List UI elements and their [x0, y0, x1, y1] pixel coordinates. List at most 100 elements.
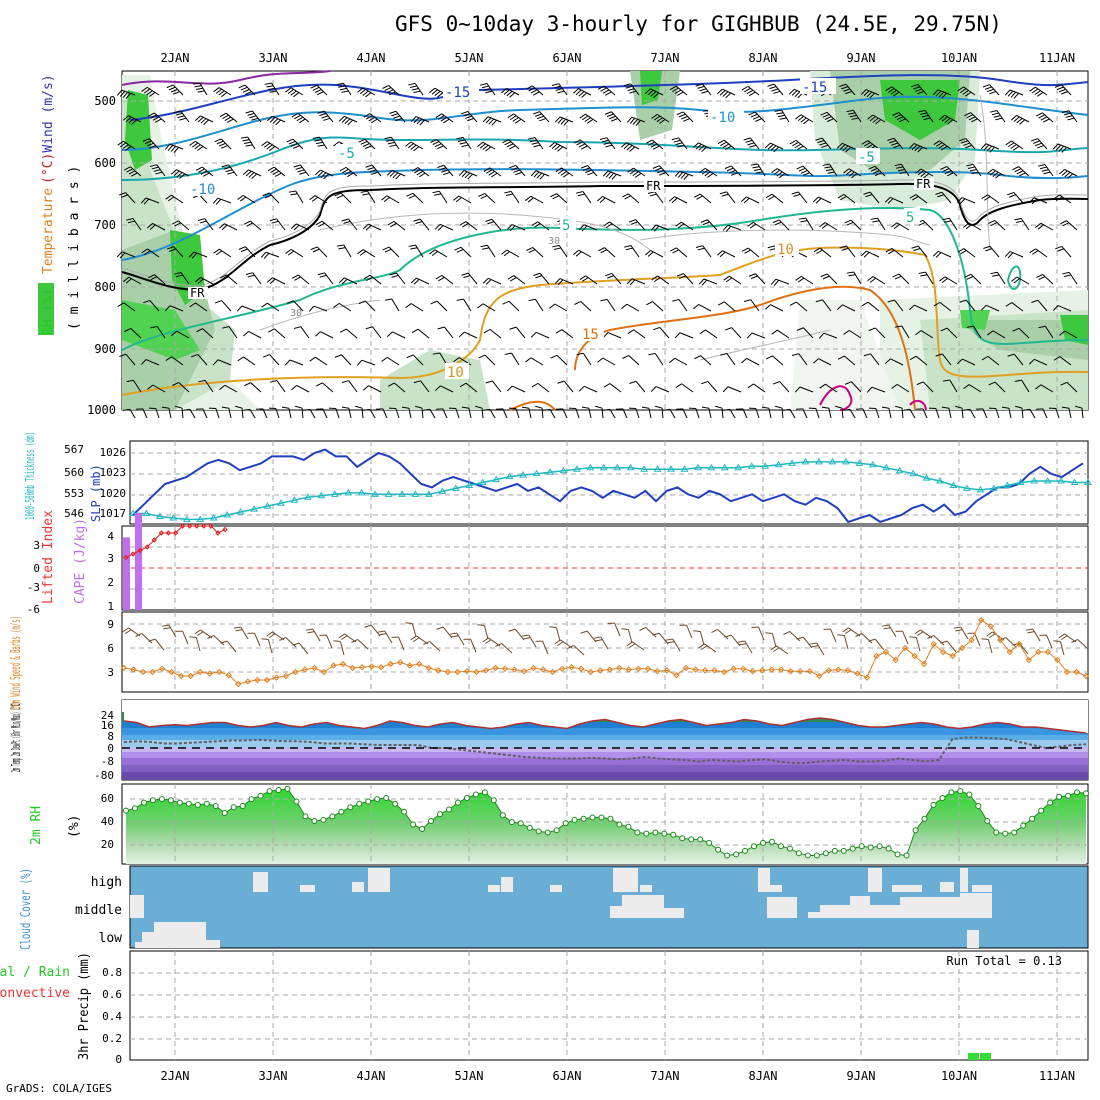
wind-speed-marker — [292, 668, 299, 676]
rh-marker — [1011, 829, 1018, 836]
wind-barb — [819, 222, 826, 228]
wind-barb — [541, 408, 544, 419]
wind-barb — [279, 637, 286, 641]
rh-marker — [320, 816, 327, 823]
wind-barb — [824, 166, 832, 169]
wind-barb — [440, 385, 454, 393]
wind-barb — [655, 224, 670, 231]
wind-barb — [875, 172, 882, 177]
wind-barb — [911, 144, 918, 151]
wind-barb — [749, 137, 760, 150]
wind-barb — [174, 222, 181, 227]
wind-barb — [266, 85, 274, 88]
wind-barb — [969, 409, 976, 419]
x-tick-label: 4JAN — [357, 1069, 386, 1083]
wind-speed-marker — [806, 667, 813, 675]
rh-marker — [553, 827, 560, 834]
wind-barb — [459, 142, 467, 145]
wind-barb — [1059, 356, 1072, 366]
y-tick-label: 3 — [107, 552, 114, 565]
wind-barb — [386, 89, 394, 94]
wind-barb — [920, 629, 933, 639]
wind-speed-marker — [454, 668, 461, 676]
wind-barb — [1057, 305, 1072, 312]
wind-barb — [848, 329, 862, 339]
wind-barb — [633, 167, 646, 177]
wind-barb — [600, 298, 608, 302]
y-tick-label: 546 — [64, 507, 84, 520]
wind-barb — [461, 406, 470, 409]
wind-barb — [851, 117, 859, 120]
wind-barb — [888, 408, 892, 419]
wind-barb — [531, 142, 539, 145]
wind-barb — [515, 408, 520, 419]
wind-barb — [174, 272, 182, 275]
wind-barb — [149, 145, 156, 149]
wind-barb — [693, 630, 701, 632]
wind-barb — [410, 635, 417, 641]
wind-speed-marker — [663, 667, 671, 674]
wind-barb — [429, 641, 441, 652]
wind-barb — [605, 223, 613, 229]
rh-panel: 20 40 60 2m RH (%) — [29, 783, 1089, 865]
wind-barb — [416, 277, 430, 285]
wind-barb — [748, 273, 756, 277]
wind-barb — [827, 171, 835, 174]
wind-barb — [533, 272, 541, 276]
wind-barb — [142, 138, 150, 142]
wind-barb — [243, 331, 249, 337]
wind-barb — [893, 137, 904, 150]
wind-barb — [946, 166, 958, 177]
wind-barb — [609, 383, 622, 393]
wind-barb — [432, 141, 440, 146]
thickness-marker — [842, 457, 850, 465]
wind-barb — [318, 222, 325, 228]
y-tick-label: 567 — [64, 443, 84, 456]
wind-barb — [892, 112, 899, 116]
wind-speed-marker — [187, 672, 194, 680]
wind-barb — [629, 169, 637, 175]
wind-barb — [252, 272, 262, 285]
wind-barb — [843, 635, 849, 650]
wind-barb — [513, 275, 526, 285]
wind-barb — [914, 304, 928, 312]
lifted-index-marker — [201, 523, 207, 529]
thickness-marker — [142, 509, 151, 517]
wind-barb — [168, 408, 172, 419]
wind-barb — [156, 326, 166, 339]
wind-barb — [315, 141, 323, 145]
wind-barb — [128, 115, 142, 123]
wind-barb — [167, 144, 174, 151]
wind-barb — [143, 250, 151, 256]
wind-speed-marker — [625, 666, 633, 673]
wind-barb — [1053, 194, 1060, 200]
wind-barb — [560, 171, 567, 176]
wind-barb — [850, 219, 862, 231]
wind-speed-marker — [177, 672, 185, 680]
wind-barb — [364, 138, 376, 150]
wind-barb — [575, 89, 582, 96]
wind-barb — [549, 409, 556, 419]
thickness-marker — [330, 490, 339, 497]
wind-barb — [290, 142, 298, 147]
wind-barb — [124, 629, 132, 635]
wind-barb — [722, 143, 730, 148]
rh-marker — [786, 845, 793, 852]
rh-marker — [275, 786, 282, 793]
wind-barb — [988, 381, 996, 386]
rh-marker — [293, 798, 300, 805]
x-tick-label: 2JAN — [161, 51, 190, 65]
wind-barb — [915, 88, 923, 92]
rh-marker — [535, 828, 542, 835]
dewpoint-series — [123, 736, 1087, 764]
wind-barb — [647, 89, 654, 96]
wind-barb — [200, 118, 207, 124]
wind-barb — [1061, 146, 1067, 153]
wind-barb — [176, 172, 183, 178]
wind-barb — [843, 193, 856, 204]
rh-marker — [472, 791, 479, 798]
wind-barb — [789, 409, 796, 419]
wind-barb — [152, 116, 160, 121]
wind-barb — [846, 271, 854, 274]
wind-barb — [415, 116, 430, 123]
